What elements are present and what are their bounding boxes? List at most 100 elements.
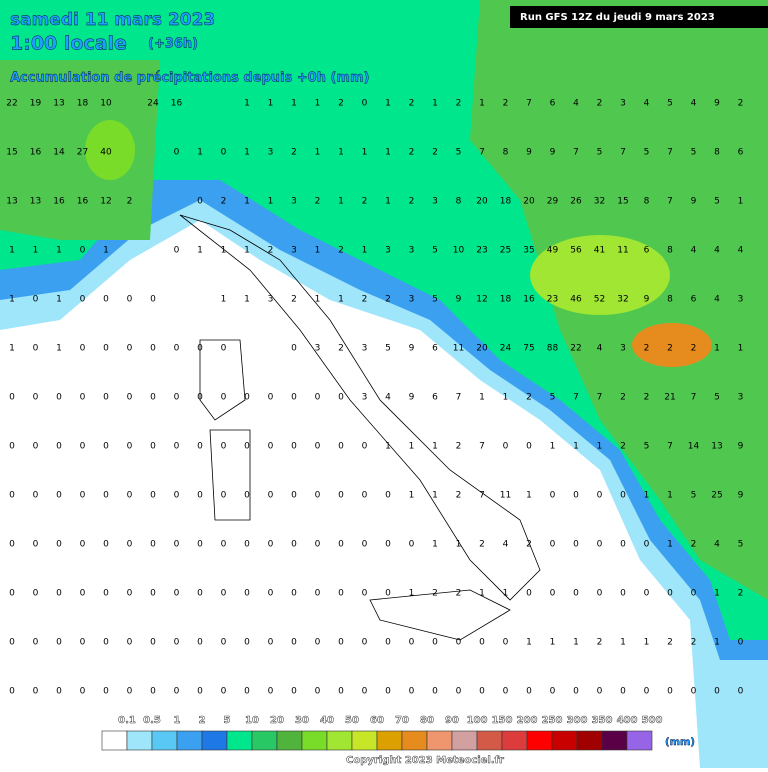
grid-value: 1 xyxy=(385,197,391,207)
grid-value: 0 xyxy=(432,638,438,648)
grid-value: 6 xyxy=(432,344,438,354)
grid-value: 9 xyxy=(550,148,556,158)
grid-value: 0 xyxy=(644,687,650,697)
grid-value: 22 xyxy=(6,99,17,109)
grid-value: 1 xyxy=(620,638,626,648)
grid-value: 1 xyxy=(409,491,415,501)
legend-swatch xyxy=(451,730,478,751)
grid-value: 0 xyxy=(56,687,62,697)
grid-value: 0 xyxy=(56,589,62,599)
grid-value: 0 xyxy=(573,589,579,599)
grid-value: 0 xyxy=(174,540,180,550)
grid-value: 0 xyxy=(550,589,556,599)
grid-value: 0 xyxy=(174,491,180,501)
grid-value: 7 xyxy=(479,148,485,158)
grid-value: 0 xyxy=(9,687,15,697)
legend-label: 70 xyxy=(395,715,409,726)
grid-value: 0 xyxy=(597,687,603,697)
grid-value: 8 xyxy=(667,246,673,256)
grid-value: 1 xyxy=(550,442,556,452)
grid-value: 0 xyxy=(620,491,626,501)
grid-value: 3 xyxy=(738,393,744,403)
grid: 22 19 13 18 10 24 16 1 1 1 1 2 0 1 2 1 2 1 2 7 6 4 2 3 4 5 4 9 215 16… xyxy=(6,99,743,697)
grid-value: 0 xyxy=(644,540,650,550)
grid-value: 5 xyxy=(432,295,438,305)
grid-value: 1 xyxy=(9,344,15,354)
grid-value: 0 xyxy=(550,491,556,501)
field-lime xyxy=(85,120,135,180)
grid-value: 9 xyxy=(691,197,697,207)
grid-value: 1 xyxy=(738,344,744,354)
grid-value: 0 xyxy=(362,589,368,599)
grid-value: 0 xyxy=(244,442,250,452)
grid-value: 2 xyxy=(409,148,415,158)
grid-value: 0 xyxy=(56,540,62,550)
grid-value: 0 xyxy=(80,687,86,697)
grid-value: 0 xyxy=(338,442,344,452)
grid-value: 0 xyxy=(550,540,556,550)
grid-value: 4 xyxy=(714,540,720,550)
grid-value: 0 xyxy=(174,344,180,354)
grid-value: 5 xyxy=(691,491,697,501)
grid-value: 1 xyxy=(714,638,720,648)
grid-value: 22 xyxy=(570,344,581,354)
grid-value: 2 xyxy=(526,393,532,403)
grid-value: 1 xyxy=(526,638,532,648)
legend-label: 100 xyxy=(467,715,488,726)
grid-value: 2 xyxy=(456,99,462,109)
grid-value: 0 xyxy=(150,295,156,305)
grid-value: 0 xyxy=(174,589,180,599)
legend-label: 5 xyxy=(224,715,231,726)
grid-value: 1 xyxy=(56,344,62,354)
grid-value: 15 xyxy=(6,148,17,158)
grid-value: 4 xyxy=(573,99,579,109)
grid-value: 0 xyxy=(56,638,62,648)
grid-value: 1 xyxy=(362,246,368,256)
grid-value: 13 xyxy=(6,197,17,207)
grid-value: 0 xyxy=(103,442,109,452)
grid-value: 1 xyxy=(738,197,744,207)
grid-value: 0 xyxy=(268,442,274,452)
grid-value: 2 xyxy=(291,295,297,305)
grid-value: 0 xyxy=(385,540,391,550)
grid-value: 0 xyxy=(127,393,133,403)
grid-value: 0 xyxy=(33,687,39,697)
legend-label: 150 xyxy=(492,715,513,726)
grid-value: 1 xyxy=(385,148,391,158)
grid-value: 0 xyxy=(385,491,391,501)
grid-value: 1 xyxy=(644,638,650,648)
grid-value: 1 xyxy=(456,540,462,550)
grid-value: 0 xyxy=(33,540,39,550)
legend-label: 0.5 xyxy=(143,715,161,726)
legend: 0.1 0.5 1 2 5 10 20 30 40 50 60 70 80 90 100 150 200 250 3… xyxy=(101,715,663,751)
grid-value: 0 xyxy=(9,638,15,648)
legend-swatch xyxy=(476,730,503,751)
grid-value: 25 xyxy=(500,246,511,256)
grid-value: 0 xyxy=(150,589,156,599)
grid-value: 7 xyxy=(573,148,579,158)
grid-value: 3 xyxy=(385,246,391,256)
grid-value: 5 xyxy=(738,540,744,550)
grid-value: 4 xyxy=(691,99,697,109)
grid-value: 6 xyxy=(644,246,650,256)
grid-value: 0 xyxy=(244,687,250,697)
grid-value: 1 xyxy=(244,246,250,256)
grid-value: 0 xyxy=(33,393,39,403)
grid-value: 0 xyxy=(127,491,133,501)
grid-value: 0 xyxy=(197,344,203,354)
grid-value: 0 xyxy=(174,393,180,403)
legend-swatch xyxy=(126,730,153,751)
grid-value: 1 xyxy=(432,540,438,550)
grid-value: 2 xyxy=(432,589,438,599)
grid-value: 0 xyxy=(103,540,109,550)
grid-value: 8 xyxy=(667,295,673,305)
grid-value: 0 xyxy=(573,540,579,550)
grid-value: 0 xyxy=(385,638,391,648)
grid-value: 0 xyxy=(315,491,321,501)
grid-value: 0 xyxy=(80,540,86,550)
legend-swatch xyxy=(101,730,128,751)
grid-value: 0 xyxy=(338,589,344,599)
grid-value: 0 xyxy=(456,638,462,648)
grid-value: 0 xyxy=(268,540,274,550)
grid-value: 7 xyxy=(456,393,462,403)
